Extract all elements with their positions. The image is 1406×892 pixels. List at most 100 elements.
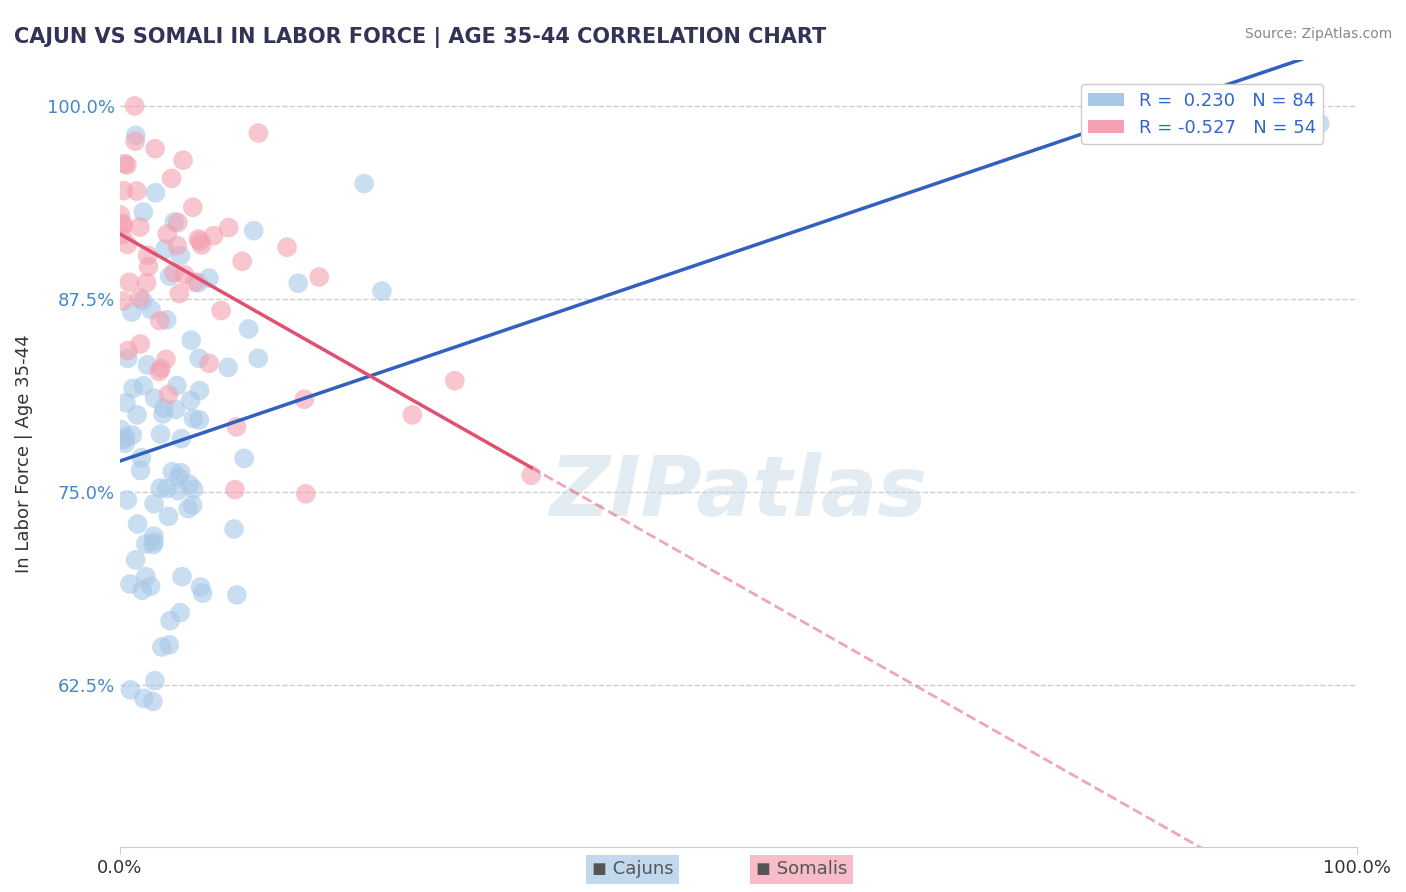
Point [153, 242, 176, 256]
Point [121, 305, 143, 319]
Point [125, 408, 148, 422]
Point [233, 451, 256, 466]
Point [167, 483, 190, 498]
Point [124, 99, 146, 113]
Point [217, 360, 239, 375]
Point [121, 428, 143, 442]
Point [165, 402, 187, 417]
Point [153, 401, 176, 415]
Point [135, 276, 157, 290]
Point [156, 313, 179, 327]
Point [128, 291, 150, 305]
Text: ◼ Cajuns: ◼ Cajuns [592, 860, 673, 878]
Point [120, 682, 142, 697]
Point [122, 381, 145, 395]
Point [371, 284, 394, 298]
Point [143, 142, 166, 156]
Point [132, 378, 155, 392]
Point [117, 343, 139, 358]
Point [131, 583, 153, 598]
Point [142, 694, 165, 708]
Point [308, 270, 330, 285]
Point [443, 374, 465, 388]
Point [172, 153, 194, 168]
Point [169, 606, 191, 620]
Point [141, 302, 163, 317]
Point [114, 157, 136, 171]
Point [111, 227, 134, 242]
Point [143, 534, 166, 549]
Point [129, 463, 152, 477]
Point [155, 352, 177, 367]
Point [170, 466, 193, 480]
Point [150, 640, 173, 654]
Point [169, 248, 191, 262]
Point [179, 477, 201, 491]
Text: Source: ZipAtlas.com: Source: ZipAtlas.com [1244, 27, 1392, 41]
Point [149, 314, 172, 328]
Point [231, 254, 253, 268]
Point [225, 588, 247, 602]
Point [156, 227, 179, 241]
Point [242, 224, 264, 238]
Y-axis label: In Labor Force | Age 35-44: In Labor Force | Age 35-44 [15, 334, 32, 573]
Point [187, 232, 209, 246]
Point [142, 529, 165, 543]
Point [218, 220, 240, 235]
Point [183, 482, 205, 496]
Point [159, 269, 181, 284]
Point [110, 422, 132, 436]
Point [294, 487, 316, 501]
Point [181, 498, 204, 512]
Point [115, 237, 138, 252]
Point [139, 579, 162, 593]
Point [166, 215, 188, 229]
Point [157, 387, 180, 401]
Point [163, 215, 186, 229]
Point [292, 392, 315, 407]
Point [190, 580, 212, 594]
Point [132, 691, 155, 706]
Point [188, 234, 211, 248]
Point [129, 220, 152, 235]
Point [177, 501, 200, 516]
Point [159, 614, 181, 628]
Point [143, 673, 166, 688]
Point [1309, 117, 1331, 131]
Point [112, 184, 135, 198]
Point [136, 358, 159, 372]
Point [184, 275, 207, 289]
Point [125, 184, 148, 198]
Point [115, 396, 138, 410]
Point [110, 208, 132, 222]
Point [118, 577, 141, 591]
Point [124, 553, 146, 567]
Point [149, 427, 172, 442]
Point [247, 126, 270, 140]
Point [160, 171, 183, 186]
Point [127, 517, 149, 532]
Point [166, 238, 188, 252]
Point [166, 378, 188, 392]
Point [247, 351, 270, 366]
Point [191, 586, 214, 600]
Point [238, 322, 260, 336]
Point [149, 481, 172, 495]
Point [117, 492, 139, 507]
Point [180, 333, 202, 347]
Point [114, 430, 136, 444]
Point [143, 391, 166, 405]
Point [148, 364, 170, 378]
Point [135, 569, 157, 583]
Point [287, 276, 309, 290]
Point [138, 260, 160, 274]
Point [173, 268, 195, 282]
Point [170, 432, 193, 446]
Point [152, 407, 174, 421]
Text: ZIPatlas: ZIPatlas [550, 452, 928, 533]
Point [114, 436, 136, 450]
Point [188, 351, 211, 366]
Point [170, 570, 193, 584]
Point [112, 433, 135, 447]
Point [136, 248, 159, 262]
